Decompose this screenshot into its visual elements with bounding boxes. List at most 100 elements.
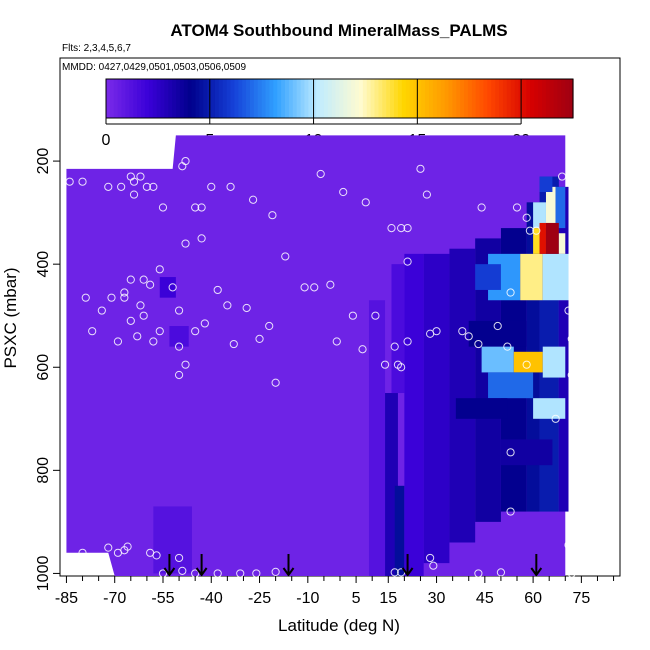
sample-point (117, 182, 126, 191)
sample-point (155, 265, 164, 274)
heatmap-cell (455, 398, 508, 419)
colorbar-swatch (253, 79, 259, 118)
colorbar-swatch (203, 79, 208, 118)
colorbar-swatch (502, 79, 508, 118)
colorbar-swatch (491, 79, 496, 118)
sample-point (181, 360, 190, 369)
sample-point (126, 275, 135, 284)
heatmap-cell (545, 186, 556, 229)
heatmap-cell (539, 176, 553, 193)
colorbar-swatch (285, 79, 290, 118)
colorbar-swatch (339, 79, 344, 118)
colorbar-swatch (257, 79, 263, 118)
sample-point (426, 553, 435, 563)
colorbar-swatch (109, 79, 115, 118)
colorbar-swatch (541, 79, 547, 118)
colorbar-swatch (390, 79, 395, 118)
sample-point (181, 239, 190, 248)
sample-points (65, 156, 580, 578)
colorbar-swatch (164, 79, 169, 118)
sample-point (310, 283, 319, 292)
colorbar-swatch (409, 79, 415, 118)
sample-point (403, 257, 412, 266)
sample-point (78, 548, 87, 557)
colorbar-border (105, 78, 574, 119)
sample-point (397, 363, 406, 372)
sample-point (213, 569, 222, 578)
sample-point (197, 203, 206, 212)
colorbar-swatch (249, 79, 255, 118)
colorbar-swatch (355, 79, 360, 118)
sample-point (149, 182, 158, 191)
sample-point (432, 327, 441, 336)
sample-point (120, 288, 129, 297)
colorbar-swatch (506, 79, 512, 118)
colorbar-swatch (214, 79, 220, 118)
colorbar-swatch (417, 79, 422, 118)
x-tick-label: 30 (428, 590, 446, 607)
sample-point (242, 303, 251, 313)
colorbar-swatch (553, 79, 559, 118)
colorbar-swatch (522, 79, 527, 118)
heatmap-cell (394, 485, 405, 576)
colorbar-swatch (238, 79, 243, 118)
sample-point (146, 280, 155, 289)
colorbar-swatch (351, 79, 356, 118)
colorbar-swatch (366, 79, 372, 118)
colorbar-swatch (327, 79, 333, 118)
x-tick-label: 45 (476, 590, 494, 607)
colorbar-swatch (460, 79, 465, 118)
x-tick-label: -10 (296, 590, 319, 607)
sample-point (268, 211, 277, 220)
sample-point (567, 370, 576, 380)
colorbar-swatch (510, 79, 516, 118)
colorbar-swatch (479, 79, 485, 118)
flights-label: Flts: 2,3,4,5,6,7 (62, 43, 131, 54)
sample-point (155, 327, 164, 336)
colorbar-swatch (187, 79, 193, 118)
sample-point (380, 360, 390, 369)
colorbar-swatch (183, 79, 189, 118)
colorbar-swatch (557, 79, 562, 118)
sample-point (226, 182, 235, 191)
colorbar-swatch (370, 79, 376, 118)
sample-point (78, 177, 87, 186)
sample-point (229, 339, 238, 349)
sample-point (422, 190, 431, 199)
sample-point (557, 172, 567, 181)
colorbar-swatch (121, 79, 127, 118)
colorbar-swatch (432, 79, 438, 118)
colorbar-swatch (269, 79, 274, 118)
colorbar-swatch (362, 79, 368, 118)
sample-point (496, 568, 506, 577)
colorbar-swatch (261, 79, 267, 118)
heatmap-cell (533, 228, 540, 254)
sample-point (174, 370, 184, 380)
sample-point (265, 321, 274, 331)
heatmap-cell (468, 320, 527, 347)
colorbar-swatch (456, 79, 461, 118)
colorbar-swatch (565, 79, 570, 118)
colorbar-swatch (347, 79, 352, 118)
sample-point (403, 337, 412, 346)
sample-point (532, 226, 541, 235)
latitude-arrow (195, 554, 208, 577)
colorbar-swatch (343, 79, 348, 118)
sample-point (567, 175, 576, 184)
colorbar-swatch (296, 79, 302, 118)
sample-point (390, 568, 399, 577)
heatmap-cell (391, 264, 405, 394)
x-tick-label: -25 (248, 590, 271, 607)
colorbar-swatch (312, 79, 317, 118)
colorbar-swatch (288, 79, 294, 118)
heatmap-cell (481, 346, 514, 373)
colorbar-swatch (129, 79, 134, 118)
colorbar-swatch (222, 79, 228, 118)
colorbar-swatch (448, 79, 453, 118)
colorbar-swatch (440, 79, 446, 118)
heatmap-cell (368, 300, 386, 576)
heatmap-cell (558, 233, 566, 254)
sample-point (120, 293, 129, 302)
colorbar-swatch (234, 79, 239, 118)
